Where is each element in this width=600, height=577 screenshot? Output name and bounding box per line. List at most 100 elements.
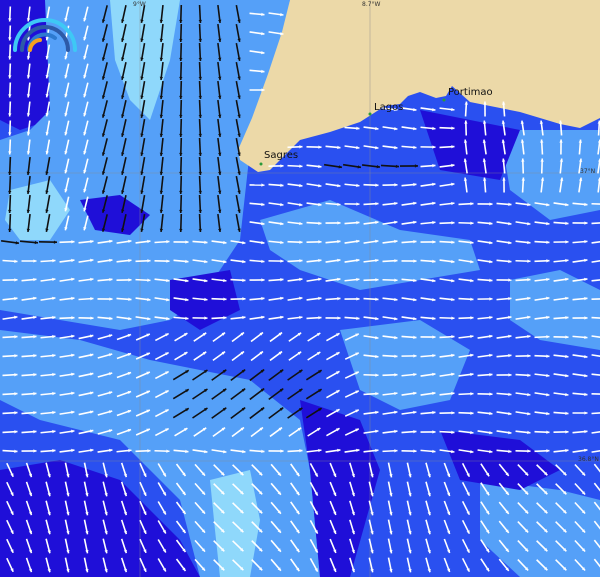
current-arrow-head	[101, 95, 106, 99]
current-arrow-head	[337, 145, 341, 150]
current-arrow-head	[14, 259, 18, 263]
current-arrow-head	[432, 353, 436, 358]
current-arrow-head	[376, 165, 380, 169]
current-arrow-head	[104, 530, 108, 535]
current-arrow-head	[26, 75, 31, 79]
current-arrow-head	[299, 449, 303, 453]
current-arrow-head	[394, 183, 398, 187]
current-arrow-head	[299, 164, 303, 168]
current-arrow-head	[414, 164, 418, 168]
current-arrow-head	[259, 351, 263, 355]
current-arrow-head	[565, 240, 569, 244]
current-arrow-head	[527, 373, 531, 377]
current-arrow-head	[432, 391, 436, 396]
current-arrow-head	[242, 297, 246, 301]
current-arrow-head	[237, 95, 241, 99]
current-arrow-head	[85, 473, 89, 478]
current-arrow-head	[71, 296, 75, 301]
current-arrow-head	[394, 391, 398, 396]
current-arrow-head	[565, 221, 569, 226]
current-arrow-head	[451, 107, 455, 112]
current-arrow-head	[185, 408, 189, 412]
current-arrow-head	[408, 511, 412, 516]
current-arrow-head	[223, 297, 227, 301]
current-arrow-head	[584, 239, 588, 244]
current-arrow-head	[508, 221, 512, 226]
current-arrow-head	[337, 221, 341, 225]
current-arrow-head	[202, 427, 207, 431]
current-arrow-head	[394, 317, 398, 321]
current-arrow-head	[451, 297, 455, 302]
current-arrow-head	[394, 410, 398, 414]
current-arrow-head	[508, 278, 512, 282]
current-arrow-head	[394, 278, 398, 282]
current-arrow-head	[470, 221, 474, 225]
current-arrow-head	[240, 509, 244, 514]
current-arrow-head	[10, 511, 14, 515]
current-arrow-head	[333, 530, 337, 534]
current-arrow-head	[370, 473, 374, 478]
current-arrow-head	[562, 566, 567, 571]
current-arrow-head	[237, 190, 241, 194]
current-arrow-head	[166, 278, 170, 283]
current-arrow-head	[218, 133, 222, 137]
current-arrow-head	[261, 315, 265, 320]
current-arrow-head	[486, 510, 490, 515]
current-arrow	[591, 260, 600, 263]
current-arrow-head	[508, 334, 512, 339]
current-arrow-head	[221, 427, 226, 431]
current-arrow-head	[85, 549, 89, 554]
current-arrow-head	[432, 145, 436, 149]
current-arrow-head	[140, 152, 144, 156]
current-arrow-head	[14, 449, 18, 453]
current-arrow-head	[83, 17, 87, 22]
current-arrow-head	[299, 277, 303, 282]
current-arrow-head	[127, 352, 132, 357]
current-arrow-head	[218, 114, 222, 118]
current-arrow-head	[14, 278, 18, 282]
current-arrow-head	[237, 19, 241, 23]
current-arrow-head	[333, 511, 337, 515]
current-arrow-head	[521, 177, 525, 181]
current-arrow-head	[314, 549, 318, 553]
current-arrow-head	[413, 201, 417, 206]
current-arrow-head	[204, 316, 208, 320]
current-arrow-head	[375, 297, 379, 301]
current-arrow-head	[337, 448, 341, 453]
current-arrow-head	[109, 239, 113, 244]
current-arrow-head	[204, 240, 208, 244]
current-arrow-head	[524, 567, 529, 571]
current-arrow-head	[546, 430, 550, 434]
current-arrow-head	[71, 258, 75, 263]
current-arrow-head	[198, 190, 202, 194]
current-arrow-head	[185, 259, 189, 264]
current-arrow-head	[183, 352, 188, 356]
current-arrow-head	[318, 202, 322, 207]
current-arrow-head	[375, 220, 379, 225]
current-arrow-head	[182, 491, 186, 496]
current-arrow-head	[179, 114, 183, 118]
current-arrow-head	[166, 297, 170, 302]
current-arrow-head	[71, 429, 75, 434]
current-arrow-head	[451, 449, 455, 454]
current-arrow-head	[466, 549, 470, 553]
current-arrow-head	[241, 369, 246, 373]
current-arrow-head	[432, 220, 436, 225]
current-arrow-head	[202, 332, 207, 336]
current-arrow-head	[375, 392, 379, 396]
current-arrow-head	[128, 239, 132, 244]
current-arrow-head	[277, 548, 281, 552]
current-arrow-head	[584, 258, 588, 263]
current-arrow-head	[355, 428, 359, 432]
current-arrow-head	[218, 209, 222, 213]
current-arrow-head	[565, 316, 569, 320]
current-arrow-head	[413, 372, 417, 377]
current-arrow-head	[71, 372, 75, 377]
current-arrow-head	[218, 76, 222, 80]
current-arrow-head	[559, 177, 564, 181]
current-arrow-head	[140, 133, 144, 137]
current-arrow-head	[165, 333, 169, 337]
current-arrow-head	[10, 492, 14, 496]
current-arrow-head	[33, 296, 37, 301]
